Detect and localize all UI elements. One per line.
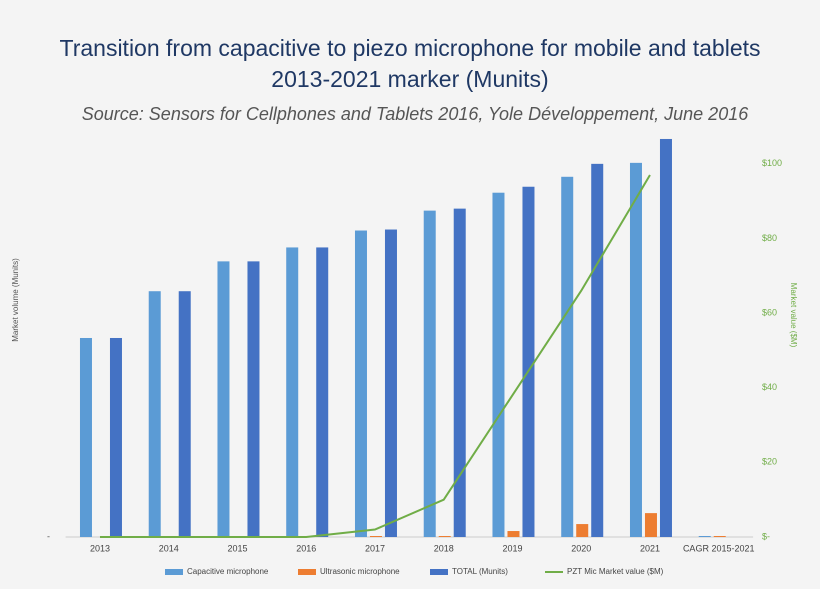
chart-subtitle: Source: Sensors for Cellphones and Table… bbox=[82, 104, 749, 124]
x-tick-label: 2020 bbox=[571, 543, 591, 553]
bar bbox=[369, 536, 382, 537]
y2-axis-label: Market value ($M) bbox=[789, 283, 798, 348]
bar bbox=[109, 337, 122, 537]
y2-tick-label: $80 bbox=[762, 233, 777, 243]
y2-tick-label: $60 bbox=[762, 307, 777, 317]
y2-tick-label: $100 bbox=[762, 158, 782, 168]
line bbox=[99, 174, 651, 538]
y-axis-label: Market volume (Munits) bbox=[11, 258, 20, 342]
bar bbox=[561, 176, 574, 537]
x-tick-label: 2021 bbox=[640, 543, 660, 553]
chart-title: 2013-2021 marker (Munits) bbox=[271, 66, 548, 92]
chart-title: Transition from capacitive to piezo micr… bbox=[60, 35, 761, 61]
legend-label: TOTAL (Munits) bbox=[452, 567, 508, 576]
legend-swatch bbox=[298, 569, 316, 575]
bar bbox=[316, 247, 329, 537]
bar bbox=[247, 261, 260, 537]
x-tick-label: 2014 bbox=[159, 543, 179, 553]
x-tick-label: 2017 bbox=[365, 543, 385, 553]
bar bbox=[507, 531, 520, 537]
bar bbox=[79, 337, 92, 537]
bar bbox=[522, 186, 535, 537]
x-tick-label: 2019 bbox=[502, 543, 522, 553]
bar bbox=[576, 524, 589, 537]
bar bbox=[698, 536, 711, 537]
y2-tick-label: $- bbox=[762, 531, 770, 541]
bar bbox=[217, 261, 230, 537]
legend-label: Ultrasonic microphone bbox=[320, 567, 400, 576]
x-tick-label: 2016 bbox=[296, 543, 316, 553]
bar bbox=[148, 291, 161, 537]
bar bbox=[629, 162, 642, 537]
x-tick-label: CAGR 2015-2021 bbox=[683, 543, 755, 553]
bar bbox=[354, 230, 367, 537]
bar bbox=[453, 208, 466, 537]
x-tick-label: 2013 bbox=[90, 543, 110, 553]
y2-tick-label: $40 bbox=[762, 382, 777, 392]
bar bbox=[286, 247, 299, 537]
x-tick-label: 2015 bbox=[227, 543, 247, 553]
legend-swatch bbox=[165, 569, 183, 575]
bar bbox=[713, 536, 726, 537]
legend-label: PZT Mic Market value ($M) bbox=[567, 567, 664, 576]
bar bbox=[438, 536, 451, 537]
legend-label: Capacitive microphone bbox=[187, 567, 269, 576]
y-tick-label: - bbox=[47, 531, 50, 541]
bar bbox=[659, 138, 672, 537]
bar bbox=[178, 291, 191, 537]
x-tick-label: 2018 bbox=[434, 543, 454, 553]
bar bbox=[423, 210, 436, 537]
legend-swatch bbox=[430, 569, 448, 575]
bar bbox=[384, 229, 397, 537]
bar bbox=[591, 163, 604, 537]
bar bbox=[644, 513, 657, 537]
bar bbox=[492, 192, 505, 537]
y2-tick-label: $20 bbox=[762, 457, 777, 467]
